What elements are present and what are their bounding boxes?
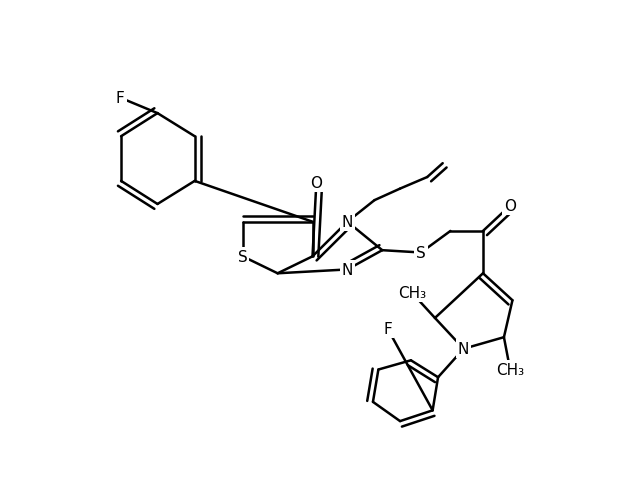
Text: CH₃: CH₃ <box>397 285 426 301</box>
Text: CH₃: CH₃ <box>496 362 524 377</box>
Text: N: N <box>458 342 469 357</box>
Text: S: S <box>416 245 426 261</box>
Text: O: O <box>310 176 323 190</box>
Text: F: F <box>116 91 125 106</box>
Text: O: O <box>504 199 516 214</box>
Text: N: N <box>342 263 353 277</box>
Text: N: N <box>342 215 353 230</box>
Text: S: S <box>238 249 248 264</box>
Text: F: F <box>383 322 392 337</box>
